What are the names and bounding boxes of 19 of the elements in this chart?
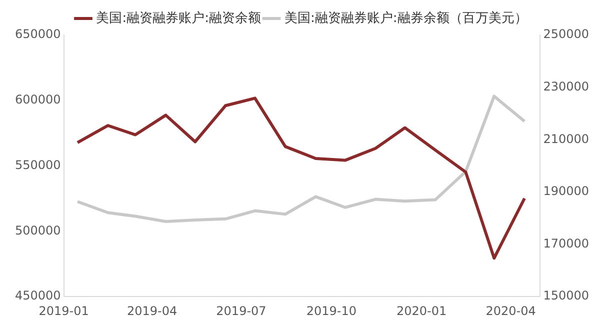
y2-tick-label: 190000 — [543, 184, 590, 198]
y-tick-label: 450000 — [14, 288, 61, 303]
x-tick-label: 2019-07 — [216, 304, 266, 318]
y2-tick-label: 170000 — [543, 236, 590, 250]
y2-tick-label: 250000 — [543, 27, 590, 42]
legend-label: 美国:融资融券账户:融券余额（百万美元） — [284, 10, 528, 26]
x-tick-label: 2019-01 — [38, 304, 89, 318]
legend-label: 美国:融资融券账户:融资余额 — [96, 10, 262, 26]
y-tick-label: 600000 — [14, 92, 61, 107]
x-tick-label: 2020-01 — [396, 304, 447, 318]
x-tick-label: 2019-10 — [306, 304, 356, 318]
y2-tick-label: 210000 — [543, 132, 590, 146]
y2-tick-label: 230000 — [543, 79, 590, 94]
y-tick-label: 550000 — [14, 158, 61, 172]
x-tick-label: 2019-04 — [126, 304, 178, 318]
y-tick-label: 500000 — [14, 223, 61, 238]
x-tick-label: 2020-04 — [486, 304, 536, 318]
y-tick-label: 650000 — [14, 27, 61, 42]
y2-tick-label: 150000 — [543, 288, 590, 303]
